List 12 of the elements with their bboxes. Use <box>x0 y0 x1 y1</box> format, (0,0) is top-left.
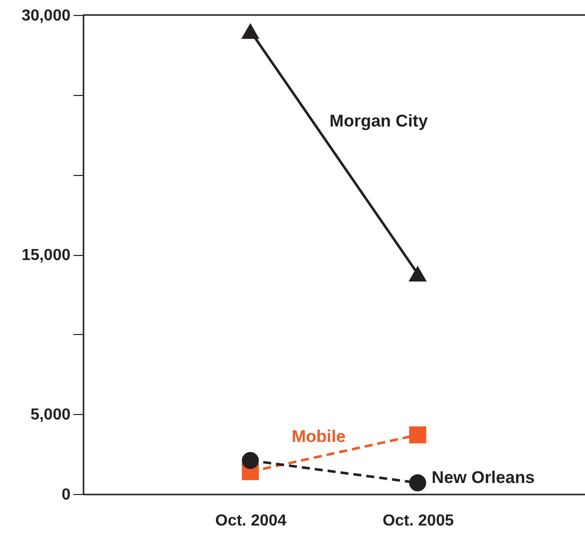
x-tick-label: Oct. 2004 <box>215 512 287 530</box>
series-label: Morgan City <box>330 112 428 131</box>
point <box>242 452 259 469</box>
y-tick-label: 5,000 <box>30 406 71 424</box>
point <box>409 474 426 492</box>
series-label: Mobile <box>292 426 346 446</box>
y-tick-label: 30,000 <box>22 8 71 24</box>
y-tick-label: 0 <box>62 486 71 504</box>
point <box>409 426 426 444</box>
x-tick-label: Oct. 2005 <box>382 512 454 530</box>
series-label: New Orleans <box>432 468 535 487</box>
y-tick-label: 15,000 <box>22 247 71 264</box>
